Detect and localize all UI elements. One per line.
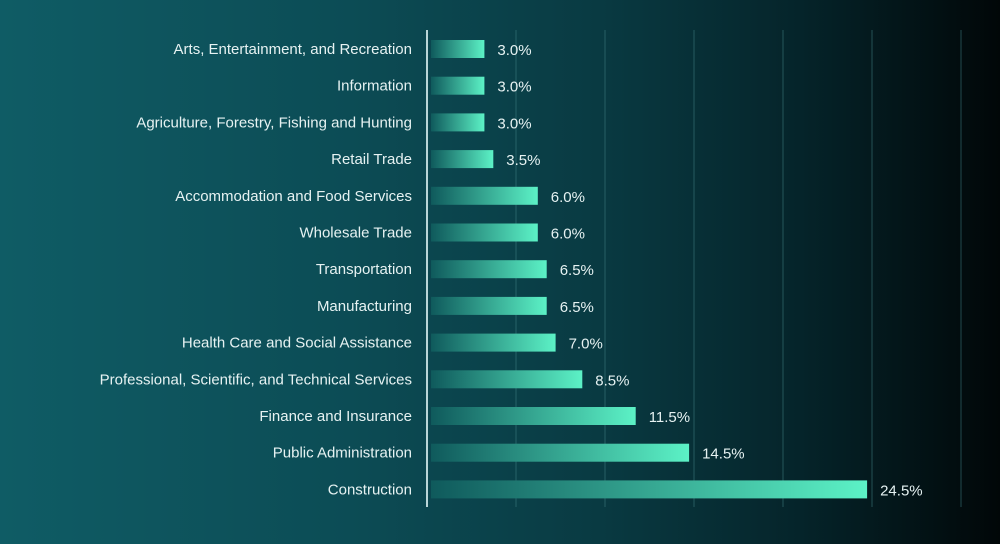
gridlines (515, 30, 962, 507)
category-labels: Arts, Entertainment, and Recreation Infor… (100, 41, 412, 498)
category-label: Agriculture, Forestry, Fishing and Hunti… (136, 114, 412, 131)
value-label: 6.5% (560, 262, 594, 279)
bar (431, 407, 636, 425)
value-label: 3.0% (497, 115, 531, 132)
bar (431, 260, 547, 279)
category-label: Retail Trade (331, 151, 412, 168)
value-label: 3.0% (497, 79, 531, 96)
value-label: 3.0% (497, 42, 531, 59)
bar (431, 113, 485, 132)
bar (431, 76, 485, 95)
bars (431, 40, 868, 499)
value-label: 6.0% (551, 226, 585, 243)
value-label: 8.5% (595, 372, 629, 389)
bar (431, 223, 538, 242)
category-label: Finance and Insurance (259, 408, 412, 425)
category-label: Information (337, 78, 412, 95)
bar (431, 480, 868, 499)
value-labels: 3.0% 3.0% 3.0% 3.5% 6.0% 6.0% 6.5% 6.5% 7.0% 8.5%… (497, 42, 922, 499)
category-label: Construction (328, 481, 412, 498)
bar (431, 186, 538, 205)
category-label: Public Administration (273, 445, 412, 462)
category-label: Accommodation and Food Services (175, 188, 412, 205)
value-label: 11.5% (649, 409, 690, 426)
bar (431, 296, 547, 315)
bar (431, 333, 556, 352)
category-label: Wholesale Trade (299, 225, 412, 242)
value-label: 24.5% (880, 482, 923, 499)
category-label: Professional, Scientific, and Technical … (100, 371, 412, 388)
value-label: 7.0% (569, 336, 603, 353)
value-label: 6.0% (551, 189, 585, 206)
bar (431, 443, 690, 462)
category-label: Health Care and Social Assistance (182, 335, 412, 352)
bar (431, 40, 485, 58)
category-label: Transportation (316, 261, 412, 278)
category-label: Arts, Entertainment, and Recreation (174, 41, 412, 58)
bar (431, 150, 494, 169)
category-label: Manufacturing (317, 298, 412, 315)
value-label: 3.5% (506, 152, 540, 169)
bar (431, 370, 583, 389)
value-label: 6.5% (560, 299, 594, 316)
value-label: 14.5% (702, 446, 745, 463)
